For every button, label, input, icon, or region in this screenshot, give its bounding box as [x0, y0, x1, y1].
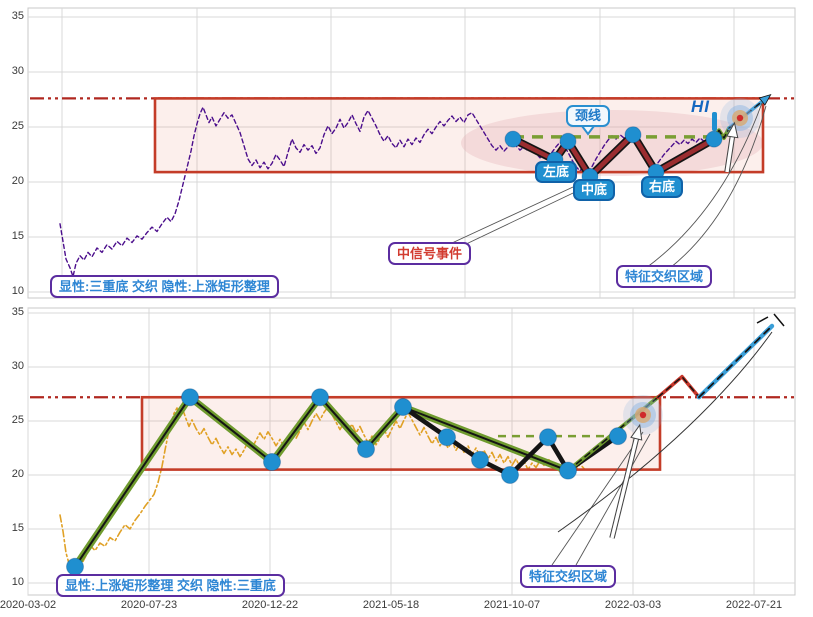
- feature-zone-label-top: 特征交织区域: [616, 265, 713, 288]
- y-tick-label: 35: [11, 306, 24, 318]
- x-tick-label: 2021-10-07: [483, 599, 541, 611]
- y-tick-label: 30: [11, 65, 24, 77]
- x-tick-label: 2020-07-23: [120, 599, 178, 611]
- x-tick-label: 2022-07-21: [725, 599, 783, 611]
- right-bottom-label: 右底: [641, 176, 684, 198]
- x-tick-label: 2021-05-18: [362, 599, 420, 611]
- y-tick-label: 30: [11, 360, 24, 372]
- x-tick-label: 2020-03-02: [0, 599, 57, 611]
- left-bottom-label: 左底: [535, 161, 578, 183]
- y-tick-label: 20: [11, 175, 24, 187]
- y-tick-label: 35: [11, 10, 24, 22]
- y-tick-label: 25: [11, 120, 24, 132]
- bottom-caption: 显性:上涨矩形整理 交织 隐性:三重底: [56, 574, 285, 597]
- x-tick-label: 2020-12-22: [241, 599, 299, 611]
- neckline-label: 颈线: [566, 105, 611, 127]
- top-caption: 显性:三重底 交织 隐性:上涨矩形整理: [50, 275, 279, 298]
- y-tick-label: 25: [11, 414, 24, 426]
- y-tick-label: 10: [11, 285, 24, 297]
- y-tick-label: 10: [11, 576, 24, 588]
- hi-text: HI: [691, 97, 710, 116]
- y-tick-label: 15: [11, 230, 24, 242]
- y-tick-label: 15: [11, 522, 24, 534]
- feature-zone-label-bottom: 特征交织区域: [520, 565, 617, 588]
- y-tick-label: 20: [11, 468, 24, 480]
- middle-bottom-label: 中底: [573, 179, 616, 201]
- signal-event-label: 中信号事件: [388, 242, 472, 265]
- x-tick-label: 2022-03-03: [604, 599, 662, 611]
